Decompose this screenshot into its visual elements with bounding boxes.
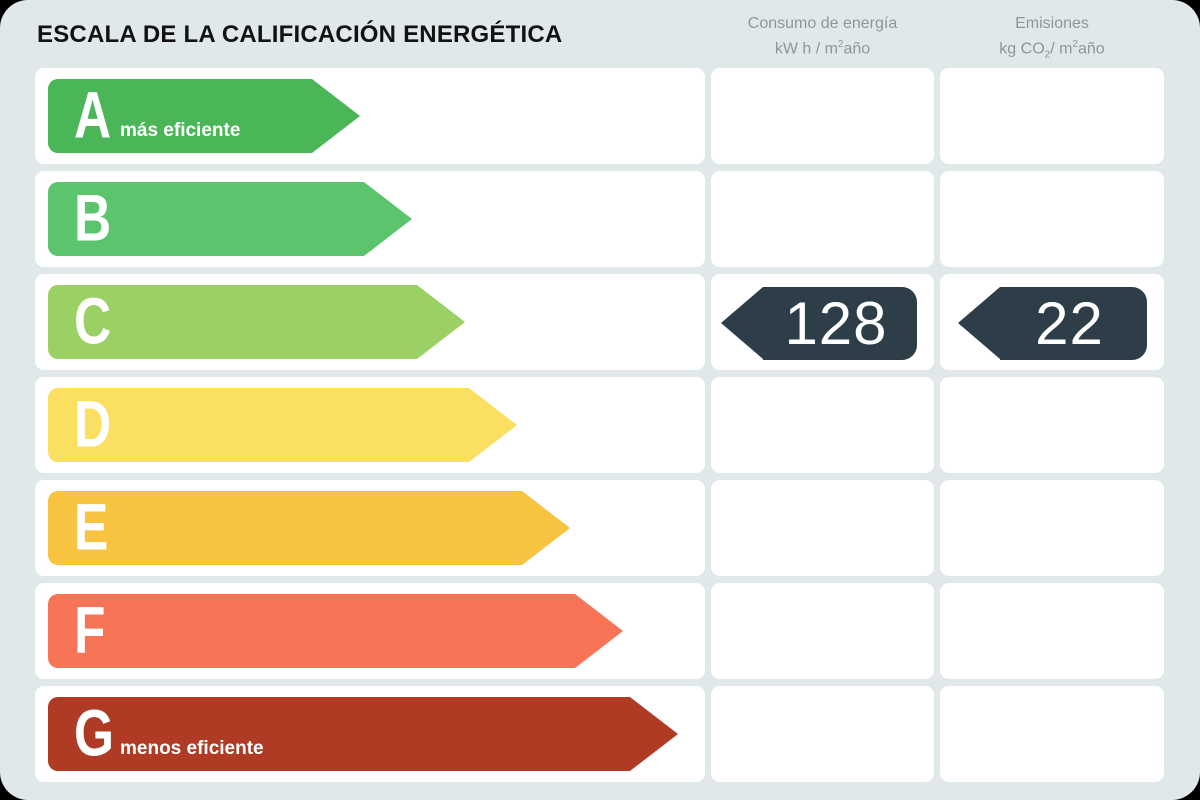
scale-cell-d: D [35, 377, 705, 473]
emisiones-cell-a [940, 68, 1164, 164]
arrow-tip-icon [312, 79, 360, 153]
rating-bar-c: C [48, 285, 465, 359]
rating-letter-f: F [74, 592, 106, 667]
arrow-tip-icon [575, 594, 623, 668]
consumo-cell-e [711, 480, 934, 576]
badge-left-arrow-icon [958, 287, 1000, 359]
scale-cell-a: A más eficiente [35, 68, 705, 164]
consumo-cell-f [711, 583, 934, 679]
emisiones-cell-g [940, 686, 1164, 782]
consumo-cell-c: 128 [711, 274, 934, 370]
emisiones-cell-c: 22 [940, 274, 1164, 370]
consumo-column-header: Consumo de energía kW h / m2año [711, 13, 934, 59]
arrow-tip-icon [417, 285, 465, 359]
rating-letter-d: D [74, 386, 112, 461]
emisiones-cell-d [940, 377, 1164, 473]
scale-cell-f: F [35, 583, 705, 679]
scale-cell-b: B [35, 171, 705, 267]
most-efficient-label: más eficiente [120, 120, 241, 141]
emisiones-cell-f [940, 583, 1164, 679]
rating-letter-a: A [74, 77, 112, 152]
rating-letter-c: C [74, 283, 112, 358]
arrow-tip-icon [364, 182, 412, 256]
rating-bar-b: B [48, 182, 412, 256]
emisiones-column-header: Emisiones kg CO2/ m2año [940, 13, 1164, 66]
scale-cell-g: G menos eficiente [35, 686, 705, 782]
arrow-tip-icon [630, 697, 678, 771]
emisiones-value: 22 [1035, 290, 1104, 357]
rating-letter-b: B [74, 180, 112, 255]
least-efficient-label: menos eficiente [120, 738, 264, 759]
consumo-cell-g [711, 686, 934, 782]
consumo-value: 128 [784, 290, 888, 357]
emisiones-header-unit: kg CO2/ m2año [999, 39, 1105, 61]
rating-bar-f: F [48, 594, 623, 668]
emisiones-cell-e [940, 480, 1164, 576]
emisiones-header-line1: Emisiones [1015, 15, 1089, 32]
consumo-cell-d [711, 377, 934, 473]
consumo-header-unit: kW h / m2año [774, 39, 871, 58]
scale-cell-e: E [35, 480, 705, 576]
consumo-cell-a [711, 68, 934, 164]
consumo-cell-b [711, 171, 934, 267]
scale-cell-c: C [35, 274, 705, 370]
arrow-tip-icon [522, 491, 570, 565]
rating-grid: A más eficiente B C [35, 68, 1164, 782]
consumo-header-line1: Consumo de energía [747, 15, 898, 32]
consumo-value-badge: 128 [721, 287, 917, 360]
rating-letter-g: G [74, 695, 115, 770]
emisiones-value-badge: 22 [958, 287, 1147, 360]
rating-bar-a: A más eficiente [48, 79, 360, 153]
arrow-tip-icon [469, 388, 517, 462]
rating-bar-d: D [48, 388, 517, 462]
emisiones-cell-b [940, 171, 1164, 267]
rating-bar-g: G menos eficiente [48, 697, 678, 771]
rating-bar-e: E [48, 491, 570, 565]
badge-left-arrow-icon [721, 287, 763, 359]
rating-letter-e: E [74, 489, 109, 564]
page-title: ESCALA DE LA CALIFICACIÓN ENERGÉTICA [37, 21, 563, 48]
